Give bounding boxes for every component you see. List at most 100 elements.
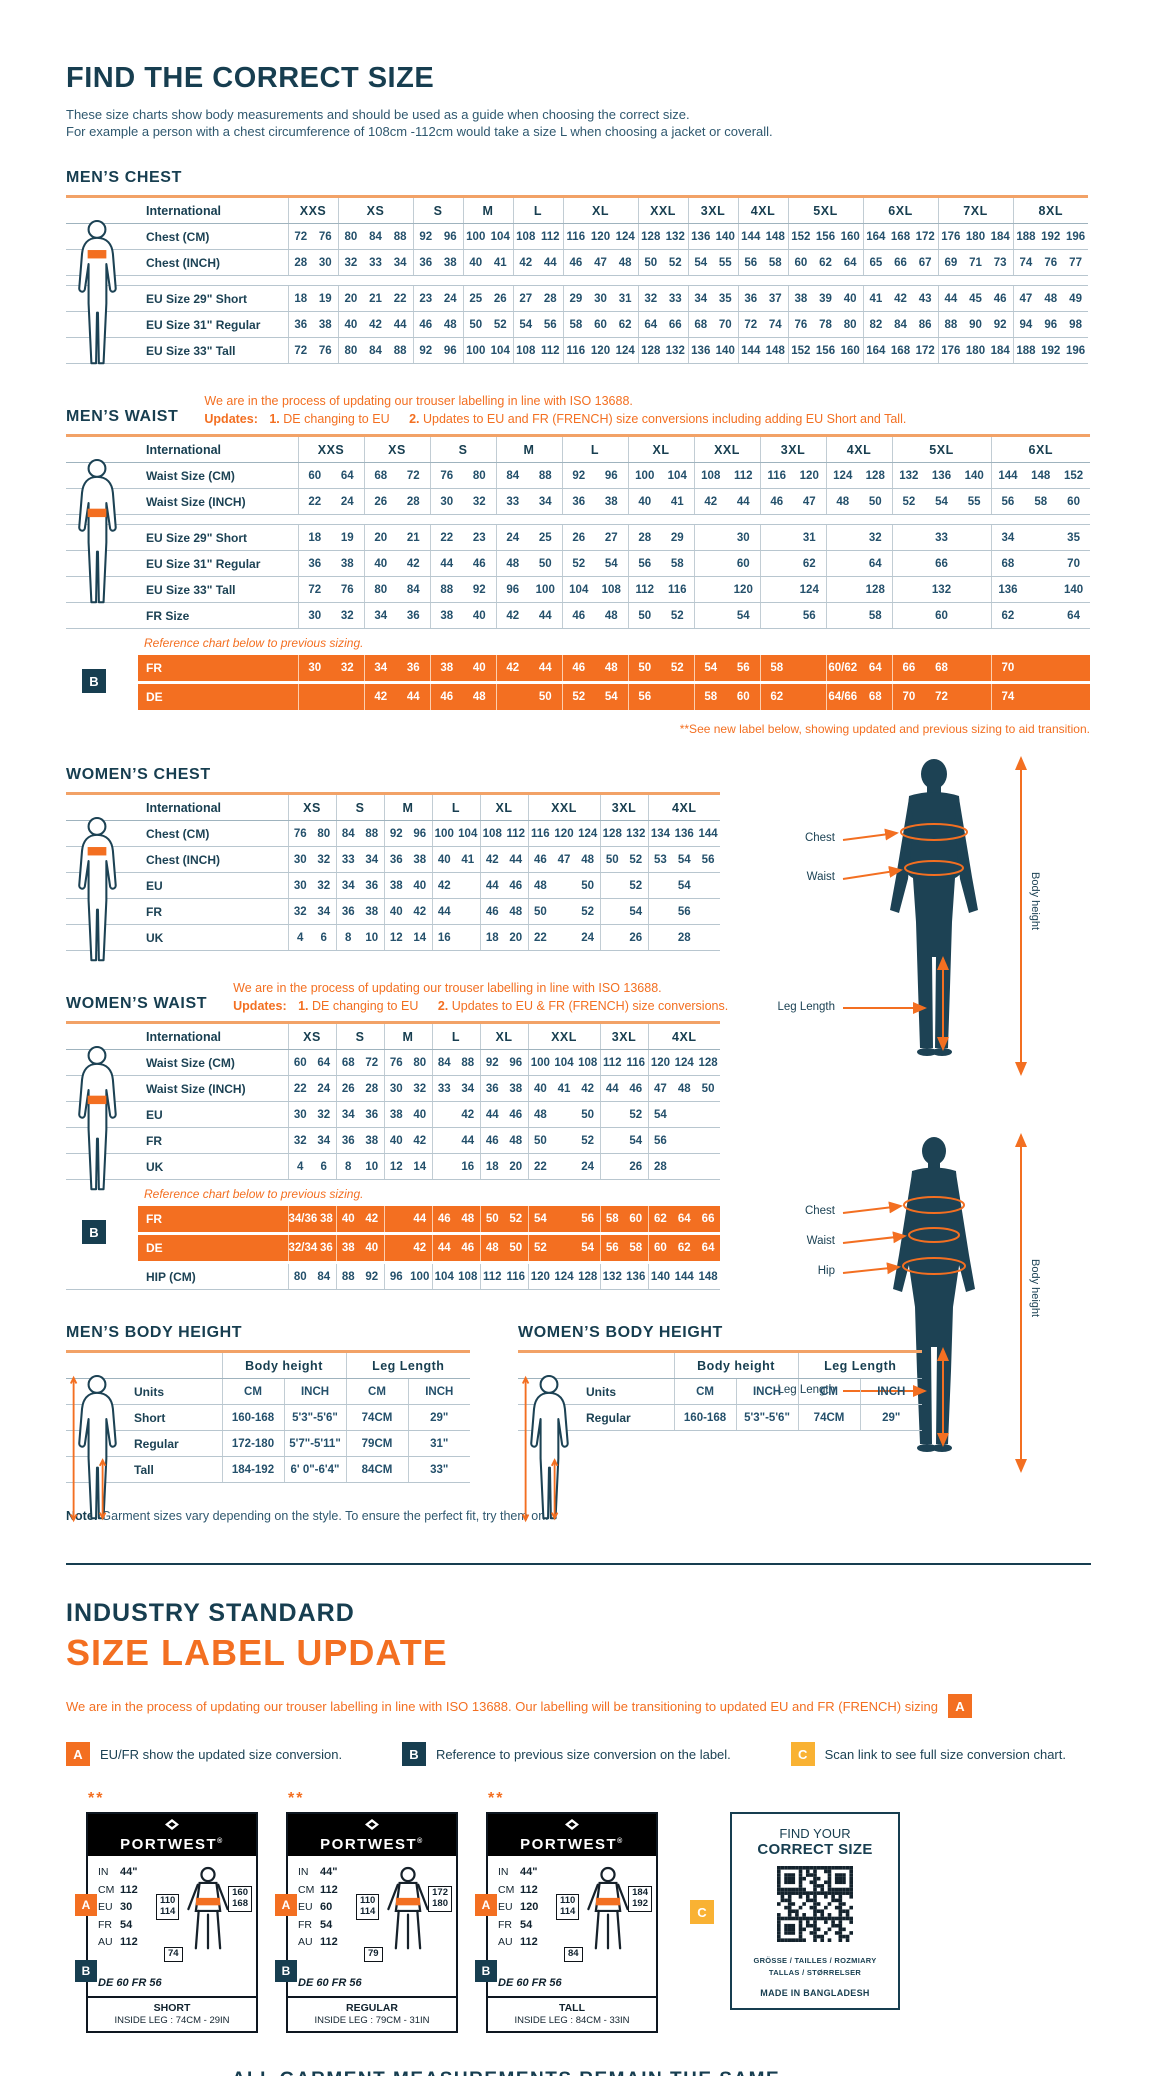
table-cell: 160-168 <box>673 1404 737 1431</box>
cell-value: 188 <box>1016 230 1036 243</box>
table-row: FR 34/36 38 40 42 44 46 48 50 52 54 56 58 60 62 64 66 <box>66 1206 720 1235</box>
table-cell: 30 32 <box>287 1101 336 1128</box>
cell-value: 48 <box>461 1213 475 1225</box>
size-row: FR 54 <box>98 1917 250 1935</box>
table-cell: 30 32 <box>287 872 336 899</box>
table-cell: 164 168 172 <box>862 223 938 250</box>
column-header: S <box>429 434 496 463</box>
cell-value: 48 <box>485 1242 499 1254</box>
cell-value: 73 <box>993 256 1007 269</box>
womens-waist-titlerow: WOMEN’S WAIST We are in the process of u… <box>66 981 1091 1013</box>
womens-body-height-table: Body height Leg Length Units CM INCH CM INCH Re… <box>518 1350 923 1431</box>
cell-value: 35 <box>718 292 732 305</box>
table-cell: 50 52 <box>627 655 694 684</box>
cell-value <box>433 1161 457 1173</box>
cell-value: 32 <box>472 495 486 508</box>
table-row: EU Size 33" Tall 72 76 80 84 88 92 96 100 104 108 1… <box>66 576 1090 603</box>
cell-value: 56 <box>802 609 816 622</box>
cell-value: 60 <box>794 256 808 269</box>
cell-value: 66 <box>935 557 948 570</box>
cell-value <box>696 1161 720 1173</box>
updates-label: Updates: <box>233 999 287 1013</box>
cell-value: 26 <box>493 292 507 305</box>
cell-value: 84 <box>506 469 520 482</box>
cell-value <box>893 558 926 570</box>
column-header: L <box>512 195 563 224</box>
cell-value: 124 <box>615 230 635 243</box>
cell-value: 52 <box>493 318 507 331</box>
table-row: EU Size 33" Tall 72 76 80 84 88 92 96 100 104 108 1… <box>66 337 1088 364</box>
table-cell: 29 30 31 <box>562 285 638 312</box>
cell-value: 124 <box>799 583 819 596</box>
table-cell: 72 76 <box>287 337 338 364</box>
cell-value: 156 <box>815 344 836 357</box>
row-label: EU Size 33" Tall <box>138 337 288 364</box>
row-label: FR <box>138 898 288 925</box>
cell-value: 112 <box>506 827 526 840</box>
cell-value: 56 <box>543 318 557 331</box>
table-cell: 72 76 <box>287 223 338 250</box>
cell-value: 160-168 <box>683 1411 727 1424</box>
table-row: EU 30 32 34 36 38 40 42 44 46 48 50 52 54 <box>66 1101 720 1128</box>
size-table: FR 30 32 34 36 38 40 42 44 46 48 50 52 54 56 58 60/62 64 6… <box>66 655 1090 713</box>
cell-value: 32/34 <box>288 1242 318 1254</box>
table-cell: 76 80 <box>287 820 336 847</box>
table-cell: 18 20 <box>479 924 528 951</box>
cell-value: 34 <box>341 879 355 892</box>
size-label-card: ** A B PORTWEST® IN 44" CM 112 EU 30 FR 54 AU 112 110 1… <box>75 1790 258 2033</box>
cell-value: 44 <box>538 662 552 674</box>
brand-name: PORTWEST® <box>120 1836 224 1853</box>
cell-value: 48 <box>677 1082 691 1095</box>
table-cell: 60 64 <box>297 462 364 489</box>
cell-value: 104 <box>490 344 510 357</box>
table-cell: 22 24 <box>297 488 364 515</box>
cell-value: 28 <box>543 292 557 305</box>
table-cell: 62 <box>759 682 826 713</box>
cell-value: 96 <box>443 344 457 357</box>
table-cell: CM <box>345 1378 408 1405</box>
cell-value: 42 <box>704 495 718 508</box>
cell-value: 180 <box>965 344 986 357</box>
column-header: 3XL <box>599 1021 648 1050</box>
cell-value: 23 <box>472 531 486 544</box>
table-cell: 50 52 <box>599 846 648 873</box>
table-cell: 38 40 <box>335 1233 384 1264</box>
size-label: FR <box>298 1918 312 1931</box>
cell-value: 108 <box>482 827 502 840</box>
size-row: IN 44" <box>498 1864 650 1882</box>
row-label: Waist Size (CM) <box>138 462 298 489</box>
cell-value: 56 <box>654 1134 667 1147</box>
cell-value <box>385 1242 409 1254</box>
column-header: XL <box>479 1021 528 1050</box>
female-chest-icon <box>68 816 126 971</box>
table-cell: 112 116 <box>479 1262 528 1290</box>
cell-value: 172 <box>915 230 935 243</box>
cell-value <box>601 906 625 918</box>
table-cell: 116 120 <box>759 462 826 489</box>
cell-value: 56 <box>701 853 715 866</box>
table-cell: 188 192 196 <box>1012 223 1088 250</box>
cell-value <box>456 906 480 918</box>
cell-value: 40 <box>374 557 388 570</box>
column-header: 8XL <box>1012 195 1088 224</box>
cell-value <box>958 662 991 674</box>
cell-value: 54 <box>654 1108 667 1121</box>
table-row: HIP (CM) 80 84 88 92 96 100 104 108 112 116 120 124 1… <box>66 1262 720 1290</box>
cell-value <box>497 691 530 703</box>
cell-value: 21 <box>406 531 420 544</box>
table-cell: 44 46 <box>431 1233 480 1264</box>
cell-value: 24 <box>317 1082 331 1095</box>
waist-label: Waist <box>806 871 835 883</box>
cell-value: 48 <box>533 1108 547 1121</box>
cell-value: 18 <box>485 1160 499 1173</box>
table-cell: INCH <box>859 1378 923 1405</box>
cell-value: 53 <box>654 853 667 866</box>
cell-value <box>601 880 625 892</box>
size-label: EU <box>98 1901 113 1914</box>
table-cell: 30 <box>693 524 760 551</box>
cell-value: 38 <box>389 879 403 892</box>
cell-value: 88 <box>538 469 552 482</box>
table-cell: 100 104 <box>431 820 480 847</box>
cell-value: 71 <box>969 256 982 269</box>
